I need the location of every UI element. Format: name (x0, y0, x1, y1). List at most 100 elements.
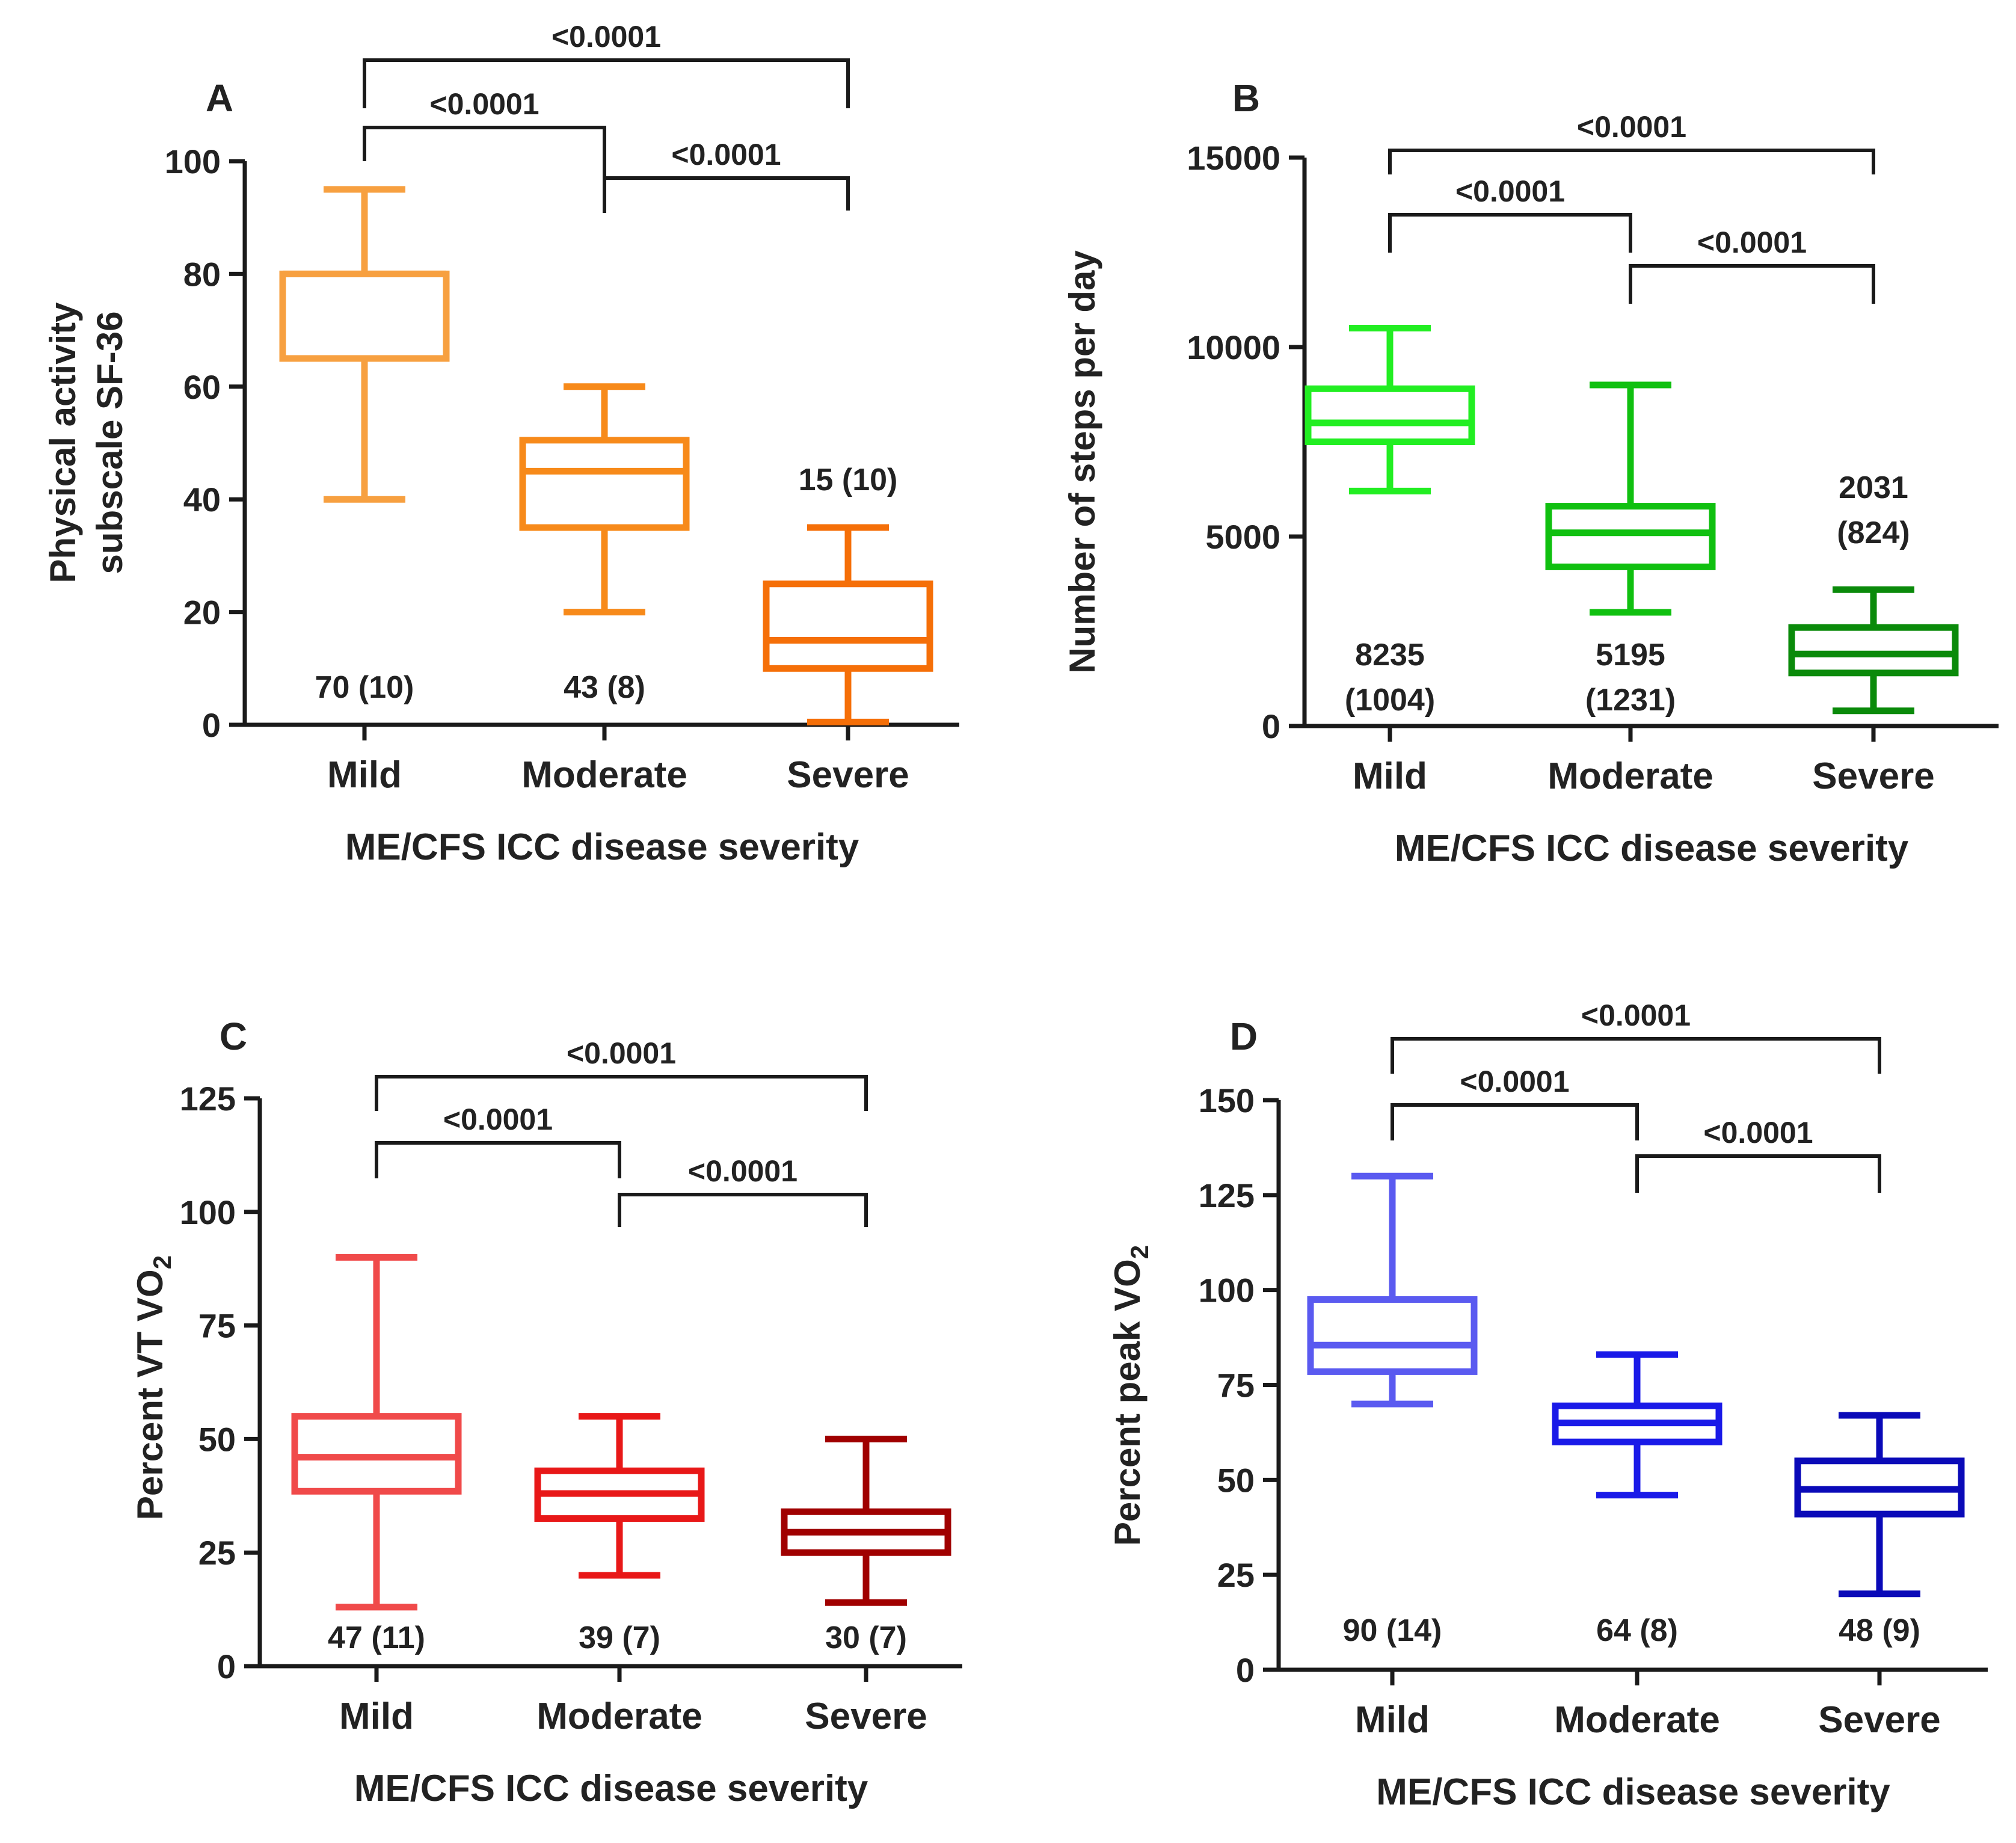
y-tick-label: 125 (1199, 1177, 1255, 1214)
x-tick-label: Severe (805, 1696, 927, 1737)
p-value-label: <0.0001 (688, 1154, 797, 1188)
panel-letter: C (220, 1015, 247, 1058)
x-tick-label: Mild (339, 1696, 414, 1737)
y-tick-label: 0 (202, 706, 221, 744)
box-plot-severe (1788, 586, 1959, 715)
y-axis-label: Percent VT VO2 (130, 1255, 176, 1520)
iqr-box (279, 270, 450, 362)
significance-bracket: <0.0001 (375, 1036, 868, 1111)
box-plot-moderate (1545, 381, 1716, 616)
iqr-box (763, 580, 933, 672)
y-tick-label: 0 (217, 1648, 236, 1685)
y-tick-label: 100 (1199, 1272, 1255, 1309)
stat-annotation: 15 (10) (799, 463, 898, 497)
panel-b: B 0 5000 10000 15000 Mild Moderate Severe ME/CFS… (1062, 76, 1999, 869)
y-tick-label: 50 (198, 1420, 236, 1458)
stat-annotation: 39 (7) (579, 1620, 660, 1655)
x-tick-label: Moderate (521, 754, 687, 796)
bracket-line (363, 126, 606, 178)
x-axis-label: ME/CFS ICC disease severity (1376, 1771, 1890, 1813)
stat-annotation: 8235 (1355, 638, 1425, 672)
p-value-label: <0.0001 (552, 20, 661, 54)
stat-annotation: (824) (1837, 515, 1910, 550)
y-tick-label: 125 (180, 1080, 236, 1118)
panel-letter: A (206, 76, 233, 120)
panel-d: D 0 25 50 75 100 125 150 Mild Moderate Severe ME/CF… (1107, 998, 1988, 1813)
box-plot-severe (763, 524, 933, 725)
significance-bracket: <0.0001 (363, 20, 850, 108)
y-axis-label-subscript: 2 (148, 1255, 176, 1269)
y-axis-label: Number of steps per day (1062, 250, 1102, 674)
bracket-line (1388, 149, 1875, 174)
stat-annotation: 64 (8) (1596, 1613, 1678, 1648)
iqr-box (1788, 624, 1959, 677)
bracket-line (363, 58, 850, 108)
significance-bracket: <0.0001 (1388, 174, 1632, 253)
box-plot-mild (279, 186, 450, 503)
bracket-line (1629, 264, 1875, 304)
x-tick-label: Severe (787, 754, 909, 796)
stat-annotation: 2031 (1839, 470, 1908, 505)
p-value-label: <0.0001 (567, 1036, 676, 1070)
y-axis-label-main: Percent peak VO (1107, 1259, 1148, 1546)
stat-annotation: 70 (10) (315, 670, 414, 705)
bracket-line (603, 176, 850, 213)
box-plot-severe (1794, 1412, 1965, 1598)
significance-bracket: <0.0001 (375, 1103, 621, 1178)
y-axis-label: subscale SF-36 (90, 312, 130, 574)
x-tick-label: Moderate (536, 1696, 702, 1737)
iqr-box (1307, 1296, 1478, 1375)
box-plot-moderate (519, 383, 690, 616)
p-value-label: <0.0001 (671, 138, 781, 171)
panel-letter: B (1232, 76, 1260, 120)
bracket-line (375, 1141, 621, 1178)
y-axis-label-main: Percent VT VO (130, 1269, 170, 1520)
y-tick-label: 15000 (1187, 139, 1280, 177)
y-tick-label: 0 (1262, 707, 1280, 745)
bracket-line (1388, 213, 1632, 253)
y-tick-label: 75 (198, 1307, 236, 1345)
y-tick-label: 50 (1217, 1461, 1255, 1499)
x-tick-label: Mild (1355, 1699, 1430, 1741)
bracket-line (1391, 1103, 1639, 1140)
x-tick-label: Mild (1353, 755, 1427, 797)
box-plot-severe (781, 1435, 951, 1606)
stat-annotation: 43 (8) (564, 670, 645, 705)
p-value-label: <0.0001 (443, 1103, 553, 1136)
stat-annotation: 48 (9) (1839, 1613, 1920, 1648)
x-tick-label: Mild (327, 754, 402, 796)
p-value-label: <0.0001 (1703, 1116, 1813, 1149)
significance-bracket: <0.0001 (618, 1154, 868, 1227)
significance-bracket: <0.0001 (603, 138, 850, 213)
p-value-label: <0.0001 (1455, 174, 1565, 208)
bracket-line (1391, 1037, 1881, 1074)
y-tick-label: 25 (1217, 1556, 1255, 1594)
y-tick-label: 100 (165, 143, 221, 180)
p-value-label: <0.0001 (1460, 1065, 1569, 1098)
y-tick-label: 150 (1199, 1081, 1255, 1119)
y-tick-label: 40 (183, 481, 221, 518)
box-plot-moderate (534, 1413, 705, 1579)
x-axis-label: ME/CFS ICC disease severity (354, 1768, 868, 1809)
bracket-line (375, 1075, 868, 1111)
y-axis-label: Percent peak VO2 (1107, 1245, 1154, 1546)
significance-bracket: <0.0001 (1388, 110, 1875, 174)
x-tick-label: Moderate (1547, 755, 1713, 797)
bracket-line (618, 1193, 868, 1227)
y-tick-label: 10000 (1187, 328, 1280, 366)
y-tick-label: 5000 (1205, 518, 1280, 556)
significance-bracket: <0.0001 (1391, 998, 1881, 1074)
p-value-label: <0.0001 (429, 87, 539, 121)
x-axis-label: ME/CFS ICC disease severity (345, 826, 859, 868)
panel-c: C 0 25 50 75 100 125 Mild Moderate Severe ME/CFS I… (130, 1015, 962, 1809)
panel-letter: D (1230, 1015, 1258, 1058)
y-tick-label: 60 (183, 368, 221, 406)
y-tick-label: 75 (1217, 1367, 1255, 1405)
p-value-label: <0.0001 (1577, 110, 1686, 144)
box-plot-mild (1305, 325, 1475, 494)
significance-bracket: <0.0001 (363, 87, 606, 178)
x-tick-label: Moderate (1554, 1699, 1720, 1741)
x-tick-label: Severe (1812, 755, 1934, 797)
y-tick-label: 100 (180, 1193, 236, 1231)
